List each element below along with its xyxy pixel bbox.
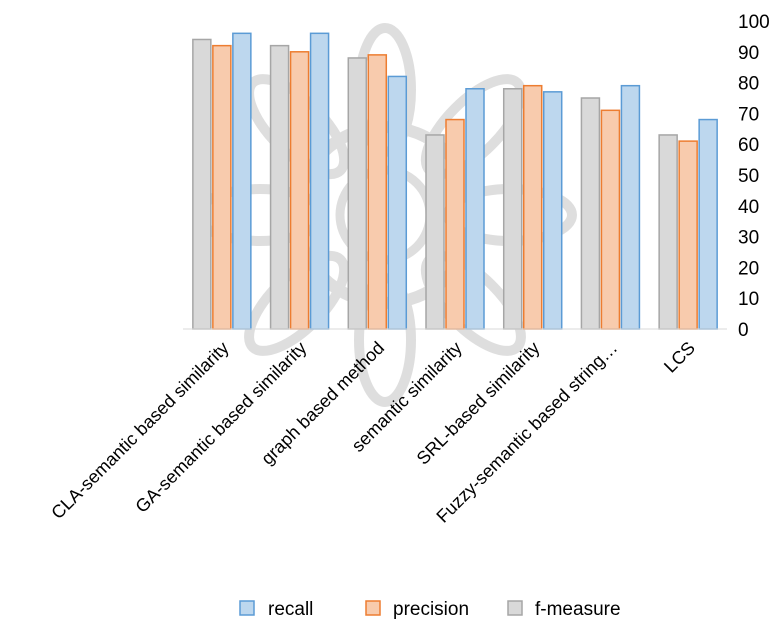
bars-group: [192, 32, 718, 330]
y-tick-label: 30: [738, 228, 759, 249]
bar-recall: [698, 118, 718, 330]
bar-precision: [600, 109, 621, 330]
legend-swatch: [507, 600, 523, 616]
y-axis-ticks: 0 10 20 30 40 50 60 70 80 90 100: [738, 12, 770, 341]
bar-recall: [387, 75, 408, 330]
bar-precision: [678, 140, 698, 330]
legend-label: f-measure: [535, 599, 621, 620]
y-tick-label: 20: [738, 258, 759, 279]
bar-precision: [367, 54, 388, 330]
bar-recall: [232, 32, 252, 330]
y-tick-label: 80: [738, 74, 759, 95]
x-category-label: LCS: [660, 338, 699, 377]
bar-precision: [522, 84, 543, 330]
bar-precision: [445, 118, 465, 330]
bar-f-measure: [425, 134, 445, 330]
y-tick-label: 0: [738, 320, 749, 341]
y-tick-label: 60: [738, 135, 759, 156]
y-tick-label: 40: [738, 197, 759, 218]
legend-swatch: [365, 600, 381, 616]
bar-precision: [289, 51, 310, 330]
bar-f-measure: [192, 38, 212, 330]
bar-recall: [542, 91, 563, 330]
bar-f-measure: [658, 134, 678, 330]
legend-label: recall: [268, 599, 313, 620]
bar-f-measure: [269, 44, 290, 330]
y-tick-label: 70: [738, 104, 759, 125]
legend: recall precision f-measure: [239, 599, 621, 620]
y-tick-label: 50: [738, 166, 759, 187]
bar-recall: [465, 88, 485, 330]
bar-f-measure: [502, 88, 523, 330]
bar-f-measure: [580, 97, 601, 330]
bar-recall: [620, 84, 641, 330]
x-axis-labels: CLA-semantic based similarityGA-semantic…: [47, 338, 699, 527]
bar-precision: [212, 44, 232, 330]
legend-swatch: [239, 600, 255, 616]
bar-recall: [309, 32, 330, 330]
y-tick-label: 90: [738, 43, 759, 64]
legend-label: precision: [393, 599, 469, 620]
y-tick-label: 10: [738, 289, 759, 310]
bar-f-measure: [347, 57, 368, 330]
y-tick-label: 100: [738, 12, 770, 33]
